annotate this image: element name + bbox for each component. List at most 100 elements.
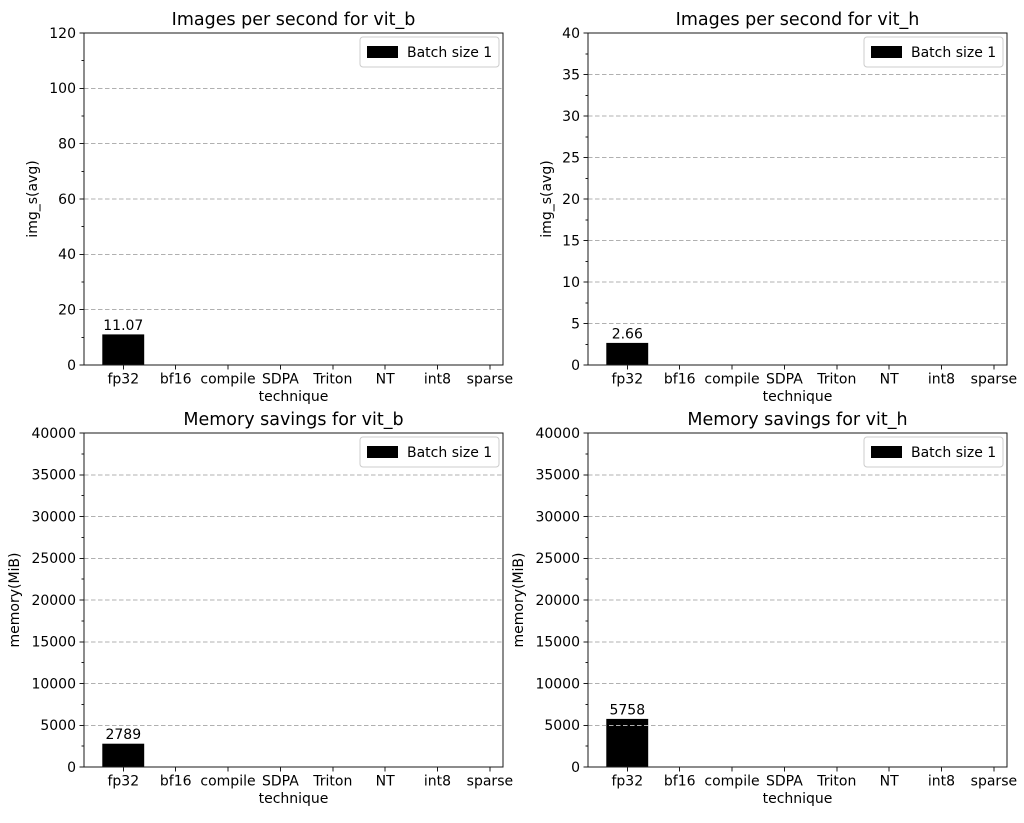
y-tick-label: 20	[58, 303, 76, 319]
x-tick-label: fp32	[107, 774, 139, 790]
axes-box	[587, 32, 1008, 366]
x-tick-label: NT	[880, 774, 899, 790]
x-tick-label: Triton	[312, 372, 352, 388]
legend: Batch size 1	[359, 36, 500, 68]
y-tick-label: 0	[67, 358, 76, 374]
legend-swatch	[871, 46, 902, 58]
chart-title: Memory savings for vit_h	[687, 410, 907, 430]
y-tick-label: 0	[67, 760, 76, 776]
chart-title: Images per second for vit_h	[676, 10, 920, 30]
chart-images-per-second-vit_b: 11.07 0 20 40 60 80 100 120 fp32 bf16 compile SDPA T…	[25, 10, 513, 405]
x-tick-label: SDPA	[766, 372, 803, 388]
x-tick-label: fp32	[107, 372, 139, 388]
y-tick-label: 30000	[31, 509, 76, 525]
x-axis-label: technique	[763, 389, 833, 405]
x-tick-label: bf16	[160, 372, 192, 388]
x-tick-label: int8	[424, 372, 451, 388]
y-tick-label: 40	[58, 247, 76, 263]
y-tick-label: 15000	[31, 635, 76, 651]
y-tick-label: 30000	[535, 509, 580, 525]
bar-value-label: 2.66	[612, 326, 643, 342]
x-tick-label: SDPA	[262, 774, 299, 790]
y-tick-label: 20000	[535, 593, 580, 609]
legend-swatch	[871, 446, 902, 458]
y-tick-label: 5000	[544, 718, 580, 734]
x-tick-label: bf16	[160, 774, 192, 790]
x-tick-label: int8	[928, 774, 955, 790]
legend: Batch size 1	[359, 436, 500, 468]
y-tick-label: 0	[571, 358, 580, 374]
legend-box	[863, 436, 1004, 468]
axes-box	[587, 432, 1008, 768]
bar-fp32	[102, 334, 145, 365]
chart-title: Memory savings for vit_b	[183, 410, 403, 430]
x-tick-label: NT	[376, 372, 395, 388]
x-tick-label: sparse	[467, 372, 513, 388]
bar-fp32	[606, 718, 649, 767]
y-tick-label: 60	[58, 192, 76, 208]
x-tick-label: Triton	[312, 774, 352, 790]
y-tick-label: 40000	[31, 426, 76, 442]
x-tick-label: fp32	[611, 372, 643, 388]
y-tick-label: 20	[562, 192, 580, 208]
chart-images-per-second-vit_h: 2.66 0 5 10 15 20 25 30 35 40 fp32 bf16 compile SDPA T…	[539, 10, 1017, 405]
legend-label: Batch size 1	[407, 445, 492, 461]
legend-label: Batch size 1	[911, 445, 996, 461]
bar-fp32	[102, 743, 145, 767]
y-tick-label: 35000	[31, 468, 76, 484]
x-tick-label: sparse	[971, 372, 1017, 388]
x-tick-label: fp32	[611, 774, 643, 790]
y-axis-label: img_s(avg)	[25, 160, 41, 237]
y-axis-label: memory(MiB)	[7, 553, 23, 648]
y-tick-label: 10	[562, 275, 580, 291]
y-tick-label: 35000	[535, 468, 580, 484]
x-tick-label: compile	[200, 372, 255, 388]
y-tick-label: 120	[49, 26, 76, 42]
legend-swatch	[367, 446, 398, 458]
x-tick-label: bf16	[664, 774, 696, 790]
y-tick-label: 80	[58, 137, 76, 153]
y-tick-label: 35	[562, 67, 580, 83]
y-tick-label: 40000	[535, 426, 580, 442]
y-tick-label: 0	[571, 760, 580, 776]
legend-label: Batch size 1	[407, 45, 492, 61]
bar-value-label: 5758	[609, 702, 645, 718]
legend: Batch size 1	[863, 36, 1004, 68]
x-tick-label: Triton	[816, 774, 856, 790]
x-tick-label: NT	[880, 372, 899, 388]
x-tick-label: SDPA	[766, 774, 803, 790]
y-tick-label: 100	[49, 81, 76, 97]
y-tick-label: 25000	[535, 551, 580, 567]
bar-value-label: 11.07	[103, 318, 143, 334]
x-tick-label: compile	[704, 774, 759, 790]
y-tick-label: 10000	[31, 676, 76, 692]
x-tick-label: SDPA	[262, 372, 299, 388]
y-tick-label: 40	[562, 26, 580, 42]
x-axis-label: technique	[259, 791, 329, 807]
x-tick-label: NT	[376, 774, 395, 790]
y-tick-label: 15	[562, 233, 580, 249]
y-axis-label: img_s(avg)	[539, 160, 555, 237]
chart-memory-savings-vit_h: 5758 0 5000 10000 15000 20000 25000 30000 35000 4…	[511, 410, 1017, 807]
x-tick-label: Triton	[816, 372, 856, 388]
x-axis-label: technique	[259, 389, 329, 405]
x-tick-label: int8	[424, 774, 451, 790]
y-tick-label: 25	[562, 150, 580, 166]
y-tick-label: 25000	[31, 551, 76, 567]
legend-box	[359, 36, 500, 68]
x-tick-label: compile	[200, 774, 255, 790]
legend-swatch	[367, 46, 398, 58]
chart-memory-savings-vit_b: 2789 0 5000 10000 15000 20000 25000 30000 35000 4…	[7, 410, 513, 807]
chart-title: Images per second for vit_b	[172, 10, 416, 30]
x-tick-label: bf16	[664, 372, 696, 388]
y-tick-label: 5000	[40, 718, 76, 734]
legend: Batch size 1	[863, 436, 1004, 468]
bar-value-label: 2789	[105, 727, 141, 743]
axes-box	[83, 32, 504, 366]
legend-box	[863, 36, 1004, 68]
bar-fp32	[606, 342, 649, 365]
y-axis-label: memory(MiB)	[511, 553, 527, 648]
x-tick-label: sparse	[971, 774, 1017, 790]
